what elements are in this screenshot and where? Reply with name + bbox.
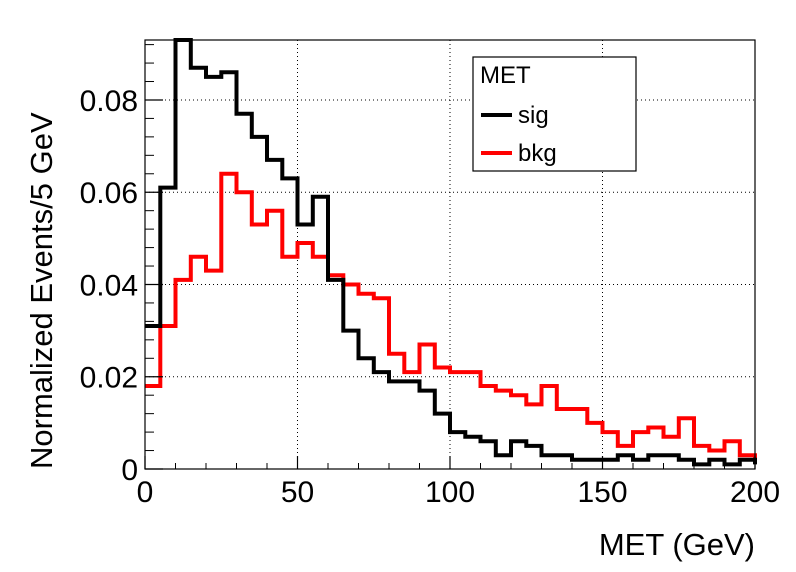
series-group xyxy=(145,38,757,467)
step-line-bkg xyxy=(145,171,757,460)
y-axis-title: Normalized Events/5 GeV xyxy=(24,112,59,469)
series-bkg xyxy=(145,171,757,460)
legend-label-bkg: bkg xyxy=(518,140,557,167)
x-tick-label: 200 xyxy=(730,476,780,509)
grid-lines xyxy=(145,40,755,469)
x-tick-label: 0 xyxy=(137,476,154,509)
x-axis-title: MET (GeV) xyxy=(599,527,755,562)
y-tick-label: 0.04 xyxy=(80,269,138,302)
step-line-sig xyxy=(145,38,757,467)
x-tick-label: 150 xyxy=(577,476,627,509)
axis-ticks: 0 50 100 150 200 0 0.02 0.04 0.06 0.08 xyxy=(80,44,780,509)
y-tick-label: 0.02 xyxy=(80,362,138,395)
x-tick-label: 50 xyxy=(281,476,314,509)
series-sig xyxy=(145,38,757,467)
y-tick-label: 0.06 xyxy=(80,177,138,210)
y-tick-label: 0 xyxy=(121,454,138,487)
legend-title: MET xyxy=(480,62,531,89)
y-tick-label: 0.08 xyxy=(80,85,138,118)
legend: MET sig bkg xyxy=(472,56,637,172)
legend-label-sig: sig xyxy=(518,102,549,129)
x-tick-label: 100 xyxy=(425,476,475,509)
